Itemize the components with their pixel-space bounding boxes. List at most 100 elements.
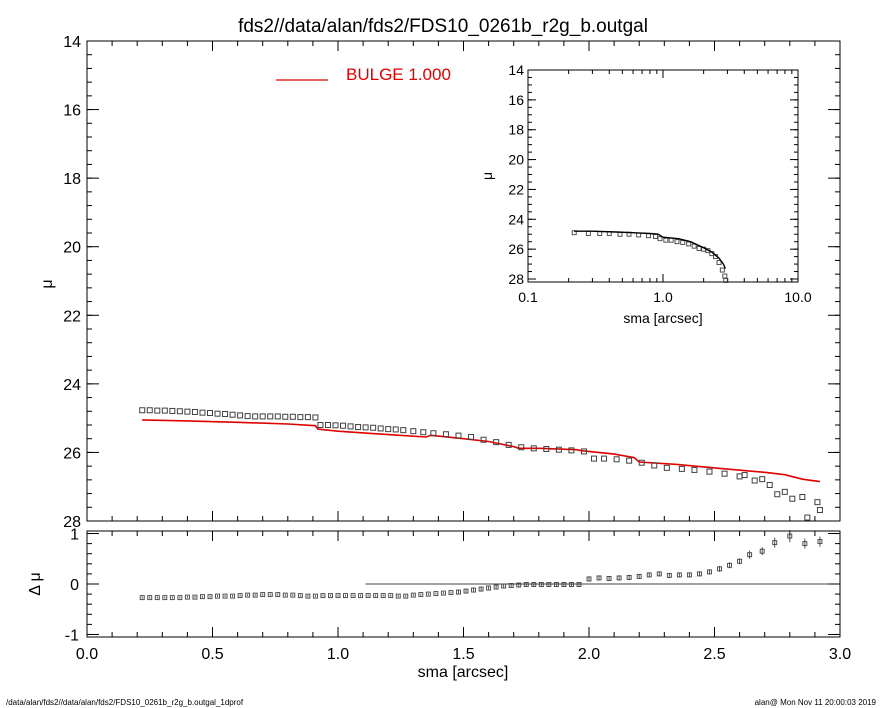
data-point: [206, 410, 213, 416]
data-point: [420, 429, 427, 436]
data-point: [480, 436, 487, 443]
inset-xtick-label: 0.1: [518, 289, 538, 305]
residual-point: [596, 575, 602, 581]
data-point: [626, 457, 633, 464]
residual-point: [358, 593, 364, 599]
data-point: [580, 448, 587, 455]
footer-path: /data/alan/fds2//data/alan/fds2/FDS10_02…: [6, 698, 244, 707]
data-point: [289, 413, 296, 420]
data-point: [377, 425, 384, 432]
xtick-label: 0.0: [76, 646, 98, 663]
residual-point: [139, 595, 145, 601]
main-data-points: [139, 407, 823, 521]
data-point: [282, 413, 289, 420]
main-ytick-label: 26: [63, 445, 81, 462]
data-point: [332, 422, 339, 429]
inset-data-point: [696, 245, 702, 251]
residual-point: [817, 539, 823, 545]
residual-point: [403, 593, 409, 599]
data-point: [613, 456, 620, 463]
data-point: [518, 444, 525, 451]
data-point: [799, 494, 806, 500]
xtick-label: 1.0: [327, 646, 349, 663]
xtick-label: 2.5: [703, 646, 725, 663]
data-point: [678, 465, 685, 472]
data-point: [347, 423, 354, 430]
inset-data-point: [719, 267, 725, 273]
inset-ytick-label: 22: [508, 181, 524, 197]
data-point: [468, 434, 475, 440]
data-point: [804, 514, 811, 521]
residual-point: [516, 582, 522, 588]
data-point: [385, 426, 392, 433]
data-point: [442, 431, 449, 438]
residual-ytick-label: 0: [70, 577, 79, 594]
data-point: [814, 499, 821, 506]
data-point: [781, 488, 788, 495]
inset-ytick-label: 20: [508, 152, 524, 168]
inset-xlabel: sma [arcsec]: [623, 310, 702, 326]
inset-ytick-label: 18: [508, 122, 524, 138]
residual-point: [606, 575, 612, 581]
data-point: [400, 427, 407, 434]
inset-background: [528, 70, 798, 282]
data-point: [568, 447, 575, 454]
data-point: [789, 495, 796, 502]
data-point: [392, 426, 399, 433]
main-xlabel: sma [arcsec]: [418, 664, 509, 681]
inset-ytick-label: 24: [508, 211, 524, 227]
data-point: [601, 455, 608, 462]
inset-model-line: [574, 230, 727, 269]
residual-point: [676, 572, 682, 578]
residual-point: [200, 594, 205, 600]
residual-point: [237, 593, 243, 599]
xtick-label: 0.5: [201, 646, 223, 663]
residual-point: [380, 593, 386, 599]
main-ytick-label: 22: [63, 308, 81, 325]
residual-point: [177, 595, 183, 601]
residual-point: [350, 593, 356, 599]
data-point: [176, 408, 183, 415]
residual-point: [395, 593, 401, 599]
residual-axes: -1 0 1 0.0 0.5 1.0 1.5 2.0 2.5 3.0: [65, 527, 851, 663]
residual-point: [727, 562, 733, 568]
data-point: [691, 466, 698, 473]
inset-axes: 14 16 18 20 22 24 26 28 0.1 1.0 10.0: [508, 62, 811, 305]
residual-point: [508, 583, 514, 588]
residual-point: [531, 582, 537, 587]
residual-point: [373, 593, 379, 599]
inset-data-point: [722, 273, 728, 279]
bulge-model-line: [142, 419, 821, 483]
data-point: [741, 472, 748, 479]
residual-point: [215, 593, 220, 599]
residual-point: [787, 533, 793, 539]
residual-point: [290, 592, 296, 598]
residual-point: [418, 592, 424, 598]
residual-point: [656, 571, 662, 577]
residual-point: [696, 571, 702, 577]
residual-point: [147, 595, 153, 601]
residual-point: [666, 572, 672, 578]
data-point: [663, 464, 670, 471]
residual-point: [717, 566, 722, 572]
residual-point: [154, 595, 160, 601]
residual-point: [192, 594, 198, 600]
main-ytick-label: 20: [63, 240, 81, 257]
inset-data-point: [691, 243, 697, 249]
data-point: [304, 414, 311, 421]
residual-point: [440, 590, 446, 596]
data-point: [530, 445, 537, 452]
residual-point: [707, 569, 712, 575]
inset-xtick-label: 10.0: [784, 289, 811, 305]
data-point: [274, 413, 281, 420]
data-point: [766, 482, 773, 488]
residual-point: [162, 595, 168, 601]
inset-ytick-label: 28: [508, 271, 524, 287]
residual-data-points: [139, 529, 823, 601]
chart-title: fds2//data/alan/fds2/FDS10_0261b_r2g_b.o…: [238, 16, 648, 37]
data-point: [591, 455, 598, 462]
inset-ylabel: μ: [479, 172, 495, 180]
data-point: [222, 411, 229, 418]
data-point: [191, 408, 198, 415]
